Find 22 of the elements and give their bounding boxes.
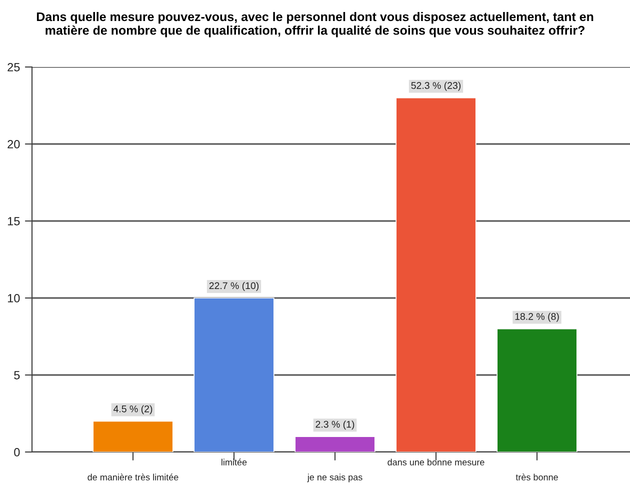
y-tick-label: 15 <box>8 217 20 226</box>
bar <box>396 97 476 452</box>
x-tick-label: limitée <box>222 458 247 466</box>
data-label: 4.5 % (2) <box>114 405 152 414</box>
x-tick-label: de manière très limitée <box>88 474 178 480</box>
y-tick-label: 20 <box>8 140 20 148</box>
x-tick-label: très bonne <box>516 474 558 480</box>
data-label: 2.3 % (1) <box>316 420 354 430</box>
y-tick-label: 0 <box>14 448 20 456</box>
chart-title: Dans quelle mesure pouvez-vous, avec le personnel dont vous disposez actuellement, tant en matière de nombre que de qualification, offrir la qualité de soins que vous souhaitez offrir? <box>36 12 594 38</box>
bar <box>496 328 578 452</box>
data-label: 18.2 % (8) <box>515 312 559 322</box>
bar <box>194 298 274 452</box>
y-tick-label: 25 <box>8 63 20 72</box>
data-label: 52.3 % (23) <box>411 82 461 91</box>
x-tick-label: je ne sais pas <box>307 474 362 482</box>
x-tick-label: dans une bonne mesure <box>388 458 484 466</box>
y-tick-label: 10 <box>8 294 20 302</box>
bar <box>92 420 174 452</box>
bar <box>294 436 376 452</box>
y-tick-label: 5 <box>14 371 20 380</box>
data-label: 22.7 % (10) <box>209 282 259 292</box>
